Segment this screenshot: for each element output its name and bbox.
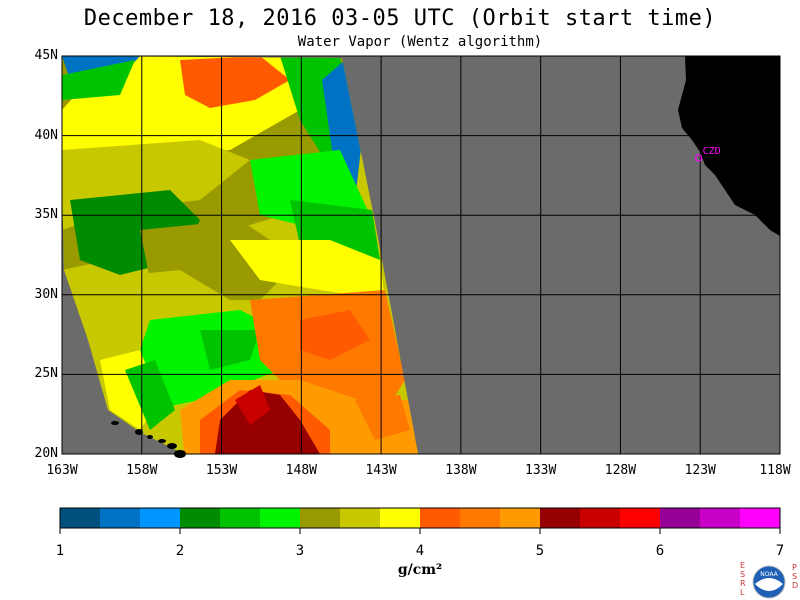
colorbar-swatch (60, 508, 100, 528)
latitude-tick-label: 25N (34, 366, 58, 382)
plot-frame (61, 55, 781, 455)
california-coast-landmass (678, 56, 780, 236)
page-title: December 18, 2016 03-05 UTC (Orbit start… (83, 6, 717, 31)
colorbar-tick-label: 4 (415, 543, 425, 559)
latitude-tick-label: 45N (34, 48, 58, 63)
colorbar-swatch (700, 508, 740, 528)
longitude-tick-label: 118W (759, 463, 791, 478)
colorbar-swatch (220, 508, 260, 528)
colorbar-swatch (380, 508, 420, 528)
svg-text:PSD: PSD (792, 563, 798, 590)
colorbar-tick-label: 3 (295, 543, 305, 559)
latitude-tick-label: 35N (34, 207, 58, 223)
colorbar-tick-label: 7 (775, 543, 785, 559)
colorbar-swatch (180, 508, 220, 528)
longitude-tick-label: 148W (285, 463, 317, 478)
colorbar-swatch (500, 508, 540, 528)
longitude-tick-label: 143W (365, 463, 397, 478)
colorbar-swatch (580, 508, 620, 528)
vapor-band-dark-green-south (200, 330, 260, 370)
vapor-band-green-southwest (125, 360, 175, 430)
colorbar-swatch (740, 508, 780, 528)
page-subtitle: Water Vapor (Wentz algorithm) (297, 34, 543, 50)
colorbar-tick-label: 5 (535, 543, 545, 559)
latitude-tick-label: 20N (34, 446, 58, 461)
longitude-tick-label: 128W (604, 463, 637, 478)
lat-lon-grid (62, 56, 780, 454)
colorbar-swatch (260, 508, 300, 528)
hawaiian-islands (111, 421, 186, 458)
vapor-band-red-east (355, 395, 410, 440)
colorbar-swatch (300, 508, 340, 528)
colorbar-swatch (100, 508, 140, 528)
colorbar-swatch (660, 508, 700, 528)
colorbar-tick-label: 2 (175, 543, 185, 559)
svg-text:NOAA: NOAA (760, 571, 778, 578)
colorbar-swatch (620, 508, 660, 528)
colorbar-swatch (340, 508, 380, 528)
vapor-band-orange-north (180, 56, 290, 108)
latitude-tick-label: 30N (34, 286, 58, 302)
colorbar-swatch (140, 508, 180, 528)
longitude-tick-label: 123W (684, 463, 716, 478)
longitude-tick-label: 133W (525, 463, 557, 478)
colorbar-tick-label: 6 (655, 543, 665, 559)
station-label: CZD (703, 146, 721, 157)
vapor-band-green-northwest (62, 60, 135, 100)
vapor-band-yellow-mid (230, 240, 385, 300)
station-marker-czd: CZD (695, 146, 721, 162)
longitude-tick-label: 158W (126, 463, 158, 478)
colorbar (59, 507, 781, 534)
colorbar-swatch (420, 508, 460, 528)
colorbar-tick-label: 1 (55, 543, 65, 559)
longitude-tick-label: 153W (205, 463, 238, 478)
vapor-band-red-orange (300, 310, 370, 360)
colorbar-swatch (460, 508, 500, 528)
colorbar-swatch (540, 508, 580, 528)
vapor-band-red (235, 385, 270, 425)
longitude-tick-label: 138W (445, 463, 477, 478)
latitude-tick-label: 40N (34, 127, 58, 143)
colorbar-units: g/cm² (397, 562, 443, 578)
longitude-tick-label: 163W (46, 463, 78, 478)
